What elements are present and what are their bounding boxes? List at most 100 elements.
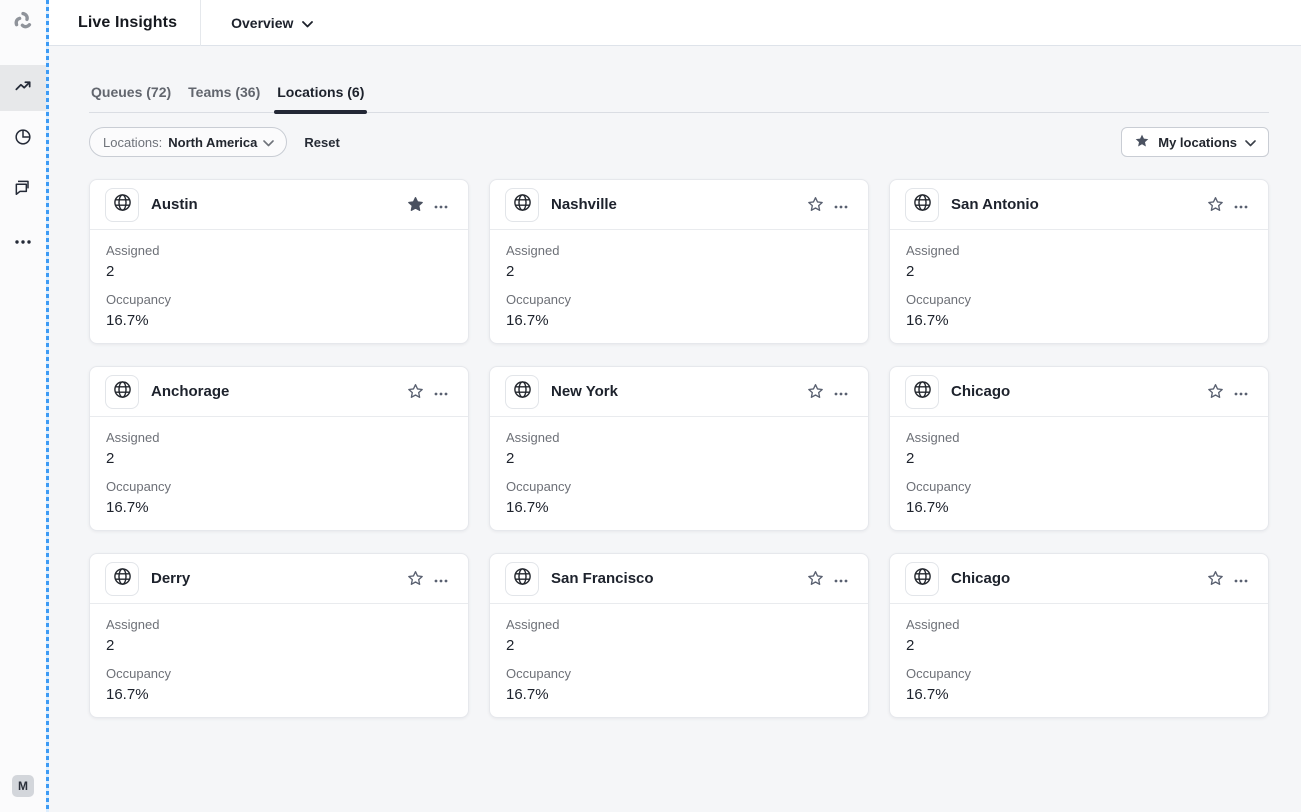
location-card-header: San Francisco bbox=[490, 554, 868, 604]
globe-chip bbox=[105, 374, 139, 409]
location-card-body: Assigned 2 Occupancy 16.7% bbox=[890, 604, 1268, 703]
location-card-header: Derry bbox=[90, 554, 468, 604]
assigned-label: Assigned bbox=[506, 243, 560, 258]
trending-up-icon bbox=[13, 76, 33, 101]
assigned-label: Assigned bbox=[506, 617, 560, 632]
chevron-down-icon bbox=[1245, 135, 1256, 150]
occupancy-label: Occupancy bbox=[106, 479, 172, 494]
location-card-header: San Antonio bbox=[890, 180, 1268, 230]
occupancy-value: 16.7% bbox=[906, 499, 949, 516]
card-menu-button[interactable] bbox=[1228, 566, 1254, 592]
main-area: Live Insights Overview Queues (72) Teams… bbox=[46, 0, 1301, 812]
location-card-header: Chicago bbox=[890, 554, 1268, 604]
card-menu-button[interactable] bbox=[828, 566, 854, 592]
tab-queues[interactable]: Queues (72) bbox=[89, 84, 173, 112]
reset-button[interactable]: Reset bbox=[304, 134, 340, 150]
favorite-star-button[interactable] bbox=[1202, 379, 1228, 405]
favorite-star-icon bbox=[1207, 197, 1223, 212]
assigned-label: Assigned bbox=[906, 243, 960, 258]
globe-chip bbox=[905, 187, 939, 222]
favorite-star-button[interactable] bbox=[1202, 566, 1228, 592]
my-locations-dropdown[interactable]: My locations bbox=[1121, 127, 1269, 157]
globe-chip bbox=[505, 561, 539, 596]
sidebar-item-more[interactable] bbox=[0, 218, 46, 264]
globe-icon bbox=[113, 193, 132, 217]
favorite-star-icon bbox=[1207, 571, 1223, 586]
tab-teams[interactable]: Teams (36) bbox=[186, 84, 262, 112]
ellipsis-icon bbox=[1234, 384, 1248, 399]
sidebar-nav bbox=[0, 65, 46, 269]
globe-icon bbox=[513, 380, 532, 404]
assigned-value: 2 bbox=[106, 263, 115, 280]
occupancy-label: Occupancy bbox=[906, 292, 972, 307]
sidebar-item-conversations[interactable] bbox=[0, 167, 46, 213]
view-dropdown[interactable]: Overview bbox=[231, 14, 314, 31]
occupancy-label: Occupancy bbox=[106, 292, 172, 307]
ellipsis-icon bbox=[434, 197, 448, 212]
assigned-value: 2 bbox=[506, 263, 515, 280]
cards-grid: Austin Assigned 2 Occupancy 16.7% bbox=[89, 179, 1269, 718]
panel-resize-handle[interactable] bbox=[46, 0, 49, 812]
locations-filter-chip[interactable]: Locations: North America bbox=[89, 127, 288, 157]
occupancy-label: Occupancy bbox=[506, 479, 572, 494]
location-card: Derry Assigned 2 Occupancy 16.7% bbox=[89, 553, 469, 718]
filter-chip-value: North America bbox=[168, 134, 258, 150]
card-menu-button[interactable] bbox=[1228, 379, 1254, 405]
card-menu-button[interactable] bbox=[428, 379, 454, 405]
app-logo[interactable] bbox=[0, 0, 46, 46]
assigned-label: Assigned bbox=[106, 243, 160, 258]
globe-chip bbox=[505, 187, 539, 222]
card-menu-button[interactable] bbox=[1228, 192, 1254, 218]
user-avatar[interactable]: M bbox=[12, 775, 34, 797]
location-card-header: Nashville bbox=[490, 180, 868, 230]
assigned-label: Assigned bbox=[906, 430, 960, 445]
topbar-divider bbox=[200, 0, 202, 46]
sidebar-item-reports[interactable] bbox=[0, 116, 46, 162]
favorite-star-button[interactable] bbox=[802, 379, 828, 405]
sidebar-item-live-insights[interactable] bbox=[0, 65, 46, 111]
location-card-header: New York bbox=[490, 367, 868, 417]
favorite-star-icon bbox=[407, 197, 423, 212]
brand-logo-icon bbox=[10, 8, 36, 39]
card-menu-button[interactable] bbox=[428, 566, 454, 592]
location-name: Anchorage bbox=[151, 383, 230, 400]
assigned-label: Assigned bbox=[106, 617, 160, 632]
occupancy-value: 16.7% bbox=[506, 312, 549, 329]
assigned-value: 2 bbox=[906, 637, 915, 654]
globe-icon bbox=[513, 567, 532, 591]
location-card: San Francisco Assigned 2 Occupancy 16.7% bbox=[489, 553, 869, 718]
location-card: Nashville Assigned 2 Occupancy 16.7% bbox=[489, 179, 869, 344]
occupancy-value: 16.7% bbox=[906, 686, 949, 703]
ellipsis-icon bbox=[834, 197, 848, 212]
favorite-star-button[interactable] bbox=[402, 566, 428, 592]
occupancy-label: Occupancy bbox=[506, 292, 572, 307]
location-name: San Antonio bbox=[951, 196, 1039, 213]
ellipsis-icon bbox=[834, 384, 848, 399]
occupancy-value: 16.7% bbox=[506, 686, 549, 703]
globe-chip bbox=[105, 561, 139, 596]
ellipsis-icon bbox=[434, 384, 448, 399]
favorite-star-button[interactable] bbox=[1202, 192, 1228, 218]
location-card: Austin Assigned 2 Occupancy 16.7% bbox=[89, 179, 469, 344]
favorite-star-button[interactable] bbox=[802, 566, 828, 592]
assigned-label: Assigned bbox=[106, 430, 160, 445]
occupancy-label: Occupancy bbox=[906, 479, 972, 494]
assigned-value: 2 bbox=[106, 637, 115, 654]
card-menu-button[interactable] bbox=[828, 192, 854, 218]
card-menu-button[interactable] bbox=[428, 192, 454, 218]
location-card: Chicago Assigned 2 Occupancy 16.7% bbox=[889, 366, 1269, 531]
chevron-down-icon bbox=[263, 135, 275, 150]
favorite-star-button[interactable] bbox=[402, 379, 428, 405]
location-name: Chicago bbox=[951, 383, 1011, 400]
globe-icon bbox=[513, 193, 532, 217]
tab-locations[interactable]: Locations (6) bbox=[274, 84, 368, 114]
favorite-star-button[interactable] bbox=[402, 192, 428, 218]
favorite-star-button[interactable] bbox=[802, 192, 828, 218]
favorite-star-icon bbox=[1207, 384, 1223, 399]
card-menu-button[interactable] bbox=[828, 379, 854, 405]
pie-chart-icon bbox=[13, 127, 33, 152]
view-dropdown-label: Overview bbox=[231, 14, 294, 31]
location-card-body: Assigned 2 Occupancy 16.7% bbox=[490, 230, 868, 329]
globe-icon bbox=[913, 193, 932, 217]
